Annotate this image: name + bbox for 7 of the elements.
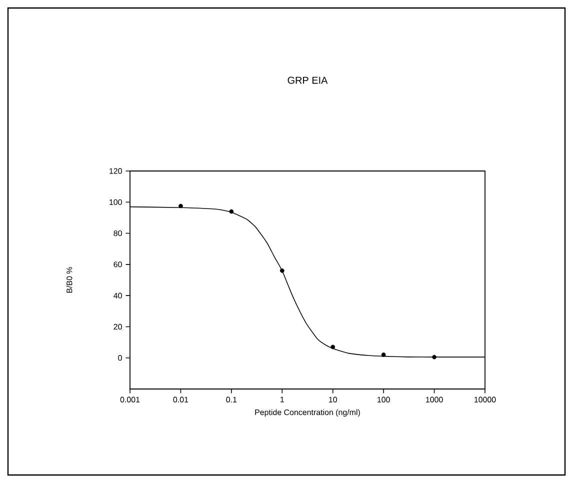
point <box>178 204 183 208</box>
point <box>432 354 436 360</box>
point <box>280 268 284 273</box>
point <box>229 209 234 214</box>
chart-title: GRP EIA <box>288 76 328 84</box>
point <box>330 344 336 350</box>
point <box>381 352 386 357</box>
